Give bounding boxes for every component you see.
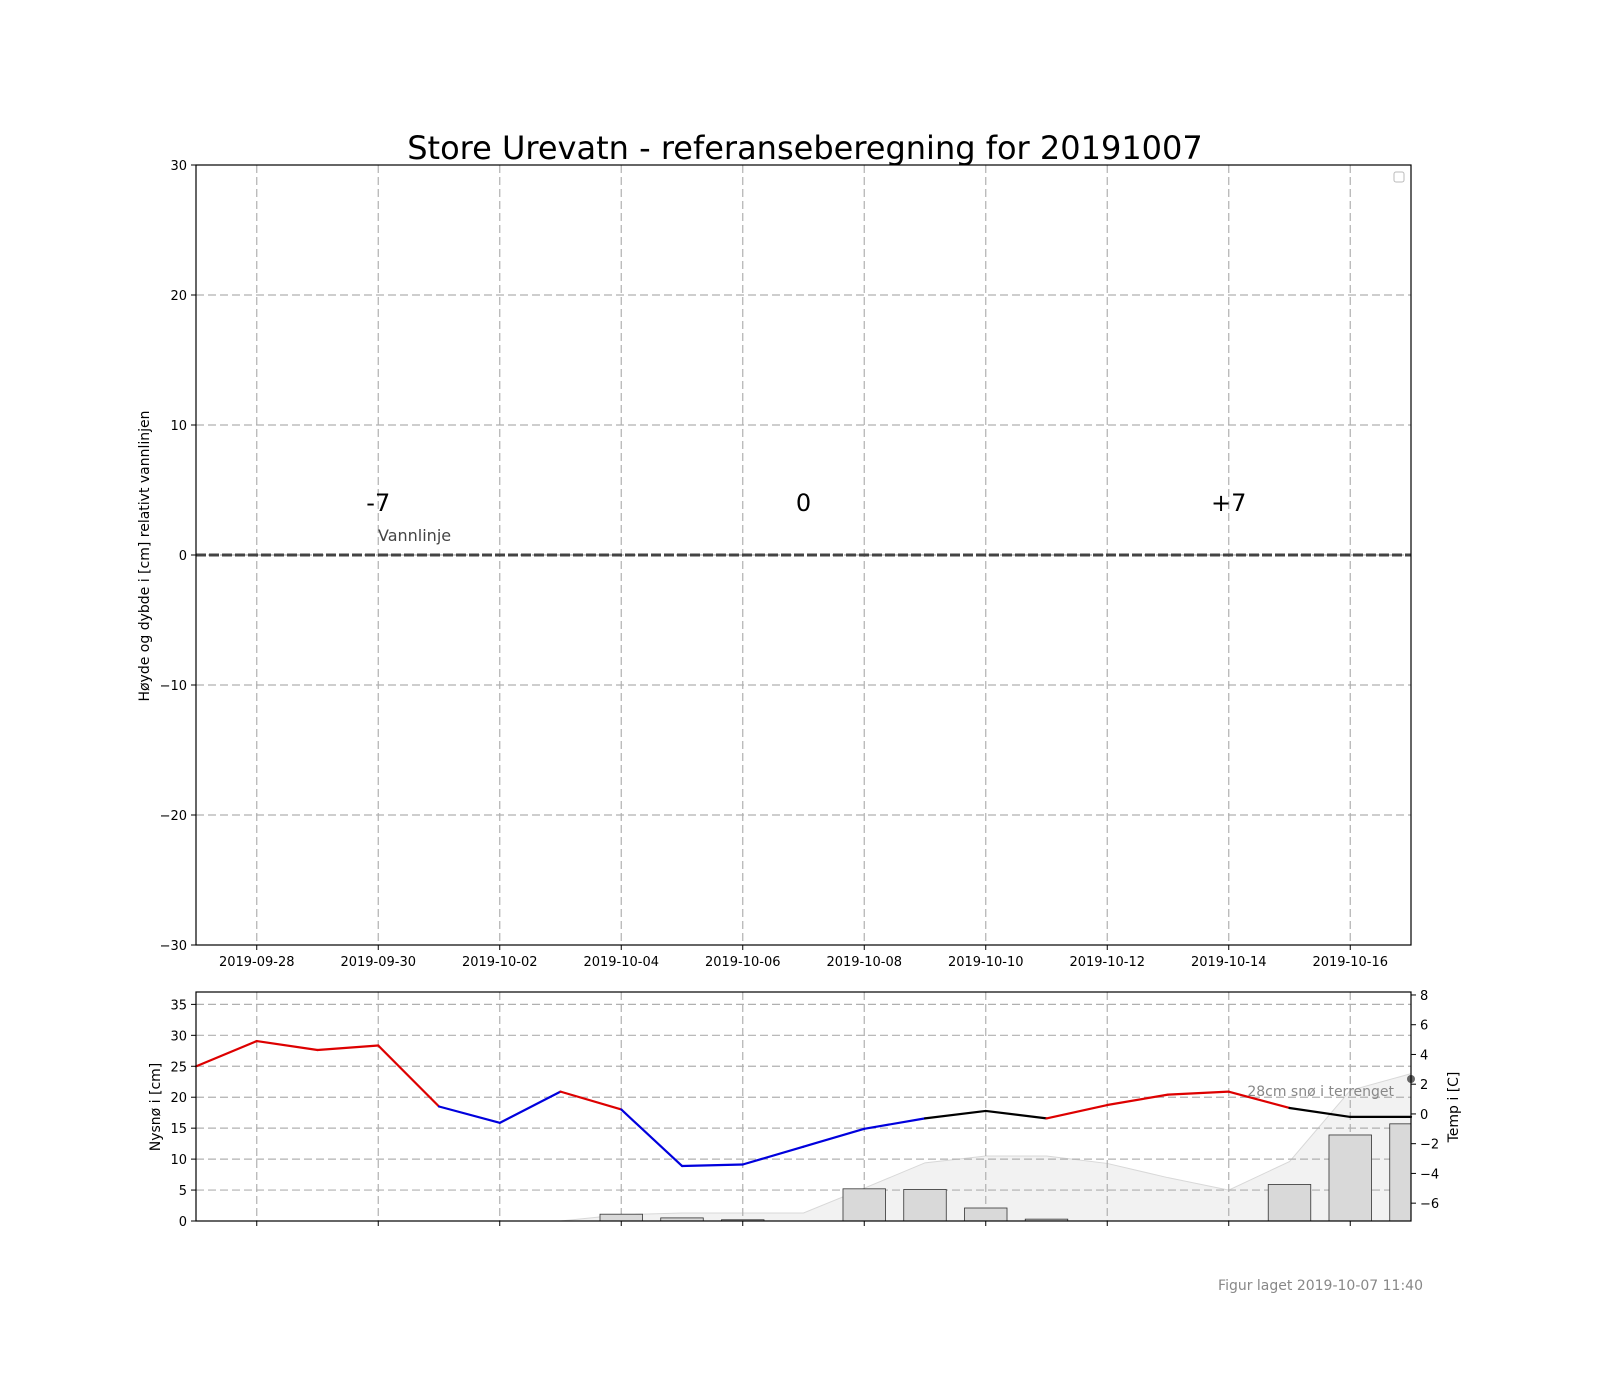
top-y-tick-label: 10	[170, 419, 187, 434]
top-x-tick-label: 2019-10-16	[1312, 955, 1388, 970]
bottom-y-tick-label: 15	[170, 1122, 187, 1137]
temperature-segment	[437, 1105, 501, 1124]
temperature-segment	[1045, 1103, 1109, 1120]
temperature-segment	[1166, 1090, 1230, 1096]
bottom-y-tick-label: 20	[170, 1091, 187, 1106]
top-y-tick-label: 0	[179, 549, 187, 564]
top-x-axis: 2019-09-28 2019-09-30 2019-10-02 2019-10-04…	[219, 945, 1388, 970]
annotation-label: -7	[366, 489, 390, 517]
figure-footer: Figur laget 2019-10-07 11:40	[1218, 1278, 1423, 1294]
new-snow-bars	[599, 1123, 1412, 1222]
annotation-label: 0	[796, 489, 811, 517]
top-x-tick-label: 2019-10-06	[705, 955, 781, 970]
annotation-label: +7	[1211, 489, 1246, 517]
bottom-right-y-tick-label: −2	[1420, 1138, 1439, 1153]
bottom-y-axis-right: 8 6 4 2 0 −2 −4 −6	[1411, 989, 1439, 1212]
temperature-segment	[377, 1044, 441, 1108]
new-snow-bar	[964, 1207, 1008, 1222]
temperature-segment	[498, 1090, 562, 1124]
temperature-segment	[620, 1108, 684, 1168]
annotation-group: -7 0 +7	[366, 489, 1246, 517]
top-x-tick-label: 2019-10-02	[462, 955, 538, 970]
bottom-right-y-tick-label: 0	[1420, 1108, 1428, 1123]
temperature-line	[194, 1039, 1413, 1168]
top-x-tick-label: 2019-09-28	[219, 955, 295, 970]
temperature-segment	[559, 1090, 623, 1111]
bottom-y-axis-label: Nysnø i [cm]	[148, 1063, 164, 1152]
new-snow-bar	[1328, 1134, 1372, 1222]
top-y-axis-label: Høyde og dybde i [cm] relativt vannlinje…	[137, 410, 153, 701]
bottom-grid	[196, 992, 1411, 1221]
bottom-y-tick-label: 35	[170, 998, 187, 1013]
top-y-axis: 30 20 10 0 −10 −20 −30	[160, 159, 196, 954]
temperature-segment	[741, 1145, 805, 1166]
empty-legend-box	[1393, 171, 1405, 183]
bottom-right-y-tick-label: −4	[1420, 1167, 1439, 1182]
bottom-right-y-tick-label: 2	[1420, 1078, 1428, 1093]
new-snow-bar	[599, 1213, 643, 1222]
top-y-tick-label: −10	[160, 679, 187, 694]
temperature-segment	[923, 1109, 987, 1120]
top-x-tick-label: 2019-10-04	[583, 955, 659, 970]
bottom-plot-frame	[195, 991, 1412, 1222]
bottom-right-y-tick-label: 6	[1420, 1019, 1428, 1034]
temperature-segment	[984, 1109, 1048, 1120]
top-x-tick-label: 2019-10-10	[948, 955, 1024, 970]
top-y-tick-label: −20	[160, 809, 187, 824]
temperature-segment	[680, 1163, 744, 1168]
chart-title: Store Urevatn - referanseberegning for 2…	[407, 129, 1203, 167]
temperature-segment	[802, 1127, 866, 1148]
bottom-x-axis	[256, 1221, 1351, 1226]
temperature-segment	[863, 1117, 927, 1130]
snow-depth-label: 28cm snø i terrenget	[1247, 1084, 1394, 1100]
top-x-tick-label: 2019-09-30	[340, 955, 416, 970]
bottom-y-tick-label: 5	[179, 1184, 187, 1199]
new-snow-bar	[903, 1189, 947, 1222]
top-x-tick-label: 2019-10-12	[1069, 955, 1145, 970]
top-x-tick-label: 2019-10-08	[826, 955, 902, 970]
bottom-y-tick-label: 10	[170, 1153, 187, 1168]
bottom-right-y-tick-label: −6	[1420, 1197, 1439, 1212]
temperature-segment	[1106, 1093, 1170, 1107]
new-snow-bar	[1267, 1184, 1312, 1222]
top-y-tick-label: −30	[160, 939, 187, 954]
bottom-y-tick-label: 25	[170, 1060, 187, 1075]
top-x-tick-label: 2019-10-14	[1191, 955, 1267, 970]
temperature-segment	[1227, 1090, 1291, 1110]
temperature-segment	[194, 1039, 258, 1068]
bottom-right-y-tick-label: 4	[1420, 1048, 1428, 1063]
temperature-segment	[255, 1039, 319, 1052]
bottom-y-axis-right-label: Temp i [C]	[1446, 1072, 1462, 1144]
temperature-segment	[1288, 1106, 1352, 1119]
bottom-y-tick-label: 0	[179, 1215, 187, 1230]
top-y-tick-label: 20	[170, 289, 187, 304]
new-snow-bar	[842, 1188, 886, 1222]
bottom-y-tick-label: 30	[170, 1029, 187, 1044]
reference-line-label: Vannlinje	[378, 526, 451, 545]
bottom-right-y-tick-label: 8	[1420, 989, 1428, 1004]
bottom-y-axis-left: 0 5 10 15 20 25 30 35	[170, 998, 196, 1230]
top-y-tick-label: 30	[170, 159, 187, 174]
new-snow-bar	[1389, 1123, 1412, 1222]
temperature-segment	[316, 1044, 380, 1052]
